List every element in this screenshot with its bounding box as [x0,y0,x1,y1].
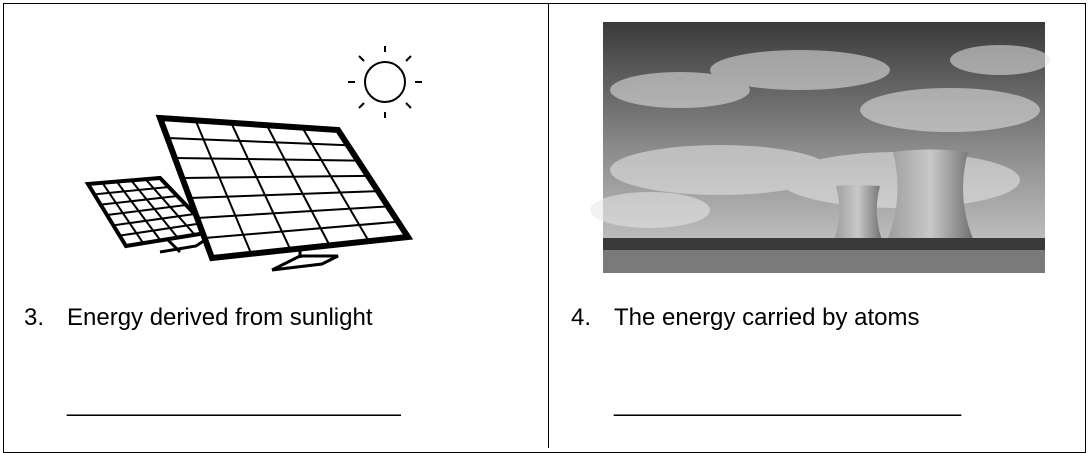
worksheet: 3. Energy derived from sunlight ________… [0,0,1090,448]
sun-icon [348,46,422,118]
answer-blank: __________________________ [614,390,961,418]
power-plant-photo [590,22,1050,273]
solar-panel-icon [88,118,408,270]
item-text: The energy carried by atoms [614,304,919,332]
item-text: Energy derived from sunlight [67,304,372,332]
panel-shape [272,256,338,270]
answer-blank: _________________________ [67,390,401,418]
item-number: 3. [24,304,44,332]
illustrations [0,0,1090,448]
item-number: 4. [571,304,591,332]
panel-shape [160,240,205,252]
